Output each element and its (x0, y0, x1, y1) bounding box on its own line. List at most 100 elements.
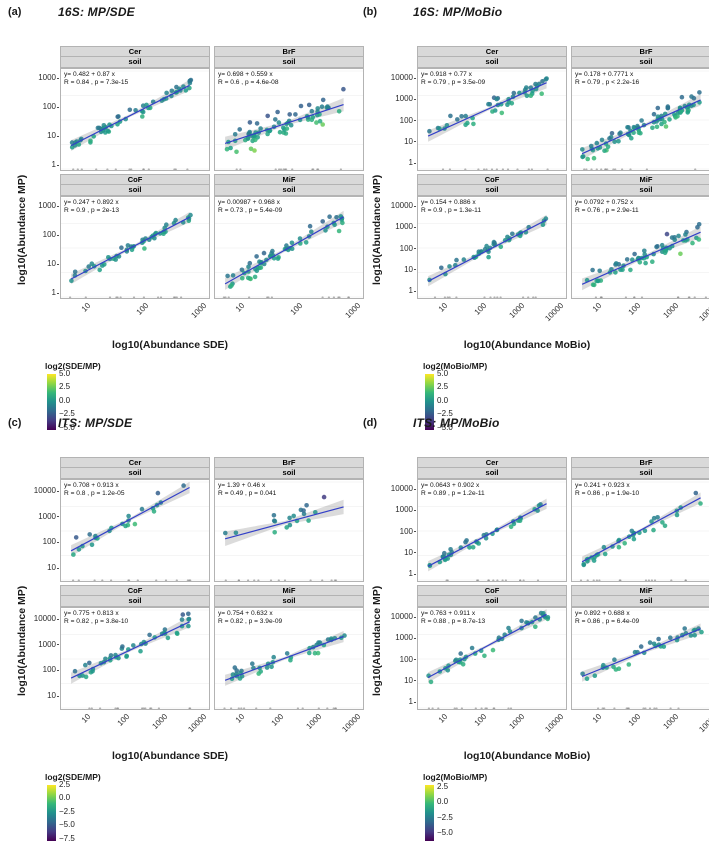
y-axis-tick: 1000 (26, 201, 59, 210)
legend-colorbar (47, 785, 56, 841)
x-axis-tick: 100 (626, 712, 643, 728)
y-axis-tick: 10000 (383, 201, 416, 210)
y-axis-tick: 10 (26, 691, 59, 700)
facet-CoF: CoF soil y= 0.763 + 0.911 x R = 0.88 , p =… (417, 585, 567, 710)
figure-panel-c: (c) ITS: MP/SDE log10(Abundance MP) Cer soil… (0, 411, 364, 843)
legend-tick: 0.0 (437, 797, 449, 807)
x-axis-label: log10(Abundance MoBio) (463, 339, 591, 351)
panel-title: ITS: MP/SDE (58, 416, 133, 430)
facet-CoF: CoF soil y= 0.775 + 0.813 x R = 0.82 , p =… (60, 585, 210, 710)
facet-plot-area: y= 0.154 + 0.886 x R = 0.9 , p = 1.3e-11 (417, 196, 567, 299)
facet-Cer: Cer soil y= 0.918 + 0.77 x R = 0.79 , p = … (417, 46, 567, 171)
legend-tick-list: 5.0 2.5 0.0 −2.5 −5.0 (59, 369, 99, 432)
facet-strip-crop: MiF (571, 174, 709, 185)
panel-tag: (a) (8, 6, 22, 18)
y-axis-tick: 10000 (383, 612, 416, 621)
x-axis-tick: 100 (269, 712, 286, 728)
facet-plot-area: y= 0.698 + 0.559 x R = 0.6 , p = 4.6e-08 (214, 68, 364, 171)
facet-strip-habitat: soil (60, 185, 210, 196)
facet-strip-crop: BrF (214, 457, 364, 468)
facet-annotation: y= 0.763 + 0.911 x R = 0.88 , p = 8.7e-1… (421, 610, 486, 626)
y-axis-tick: 1000 (383, 94, 416, 103)
legend-colorbar (47, 374, 56, 430)
legend-tick: −5.0 (437, 827, 453, 837)
x-axis-tick: 10000 (543, 712, 566, 735)
facet-strip-habitat: soil (60, 468, 210, 479)
facet-annotation: y= 0.241 + 0.923 x R = 0.86 , p = 1.9e-1… (575, 482, 640, 498)
x-axis-tick: 100 (472, 301, 489, 317)
legend-tick: 0.0 (59, 395, 71, 405)
facet-annotation: y= 0.482 + 0.87 x R = 0.84 , p = 7.3e-15 (64, 71, 129, 87)
facet-annotation: y= 0.0792 + 0.752 x R = 0.76 , p = 2.9e-… (575, 199, 639, 215)
panel-title: ITS: MP/MoBio (413, 416, 500, 430)
facet-plot-area: y= 0.00987 + 0.968 x R = 0.73 , p = 5.4e… (214, 196, 364, 299)
color-legend: log2(SDE/MP) 5.0 2.5 0.0 −2.5 −5.0 (45, 361, 101, 432)
facet-strip-habitat: soil (214, 468, 364, 479)
facet-plot-area: y= 0.754 + 0.632 x R = 0.82 , p = 3.9e-0… (214, 607, 364, 710)
y-axis-tick: 100 (383, 116, 416, 125)
legend-colorbar (425, 785, 434, 841)
facet-plot-area: y= 0.482 + 0.87 x R = 0.84 , p = 7.3e-15 (60, 68, 210, 171)
facet-CoF: CoF soil y= 0.247 + 0.892 x R = 0.9 , p = … (60, 174, 210, 299)
y-axis-tick: 1 (383, 286, 416, 295)
facet-strip-habitat: soil (60, 57, 210, 68)
y-axis-tick: 1000 (383, 222, 416, 231)
y-axis-tick: 10 (26, 563, 59, 572)
x-axis-tick: 10000 (697, 301, 709, 324)
facet-strip-habitat: soil (571, 468, 709, 479)
x-axis-tick: 100 (472, 712, 489, 728)
legend-tick: 5.0 (59, 369, 71, 378)
x-axis-tick: 10 (436, 301, 450, 314)
legend-tick: 0.0 (437, 395, 449, 405)
y-axis-tick: 10 (26, 131, 59, 140)
facet-annotation: y= 0.247 + 0.892 x R = 0.9 , p = 2e-13 (64, 199, 119, 215)
facet-annotation: y= 0.698 + 0.559 x R = 0.6 , p = 4.6e-08 (218, 71, 279, 87)
legend-tick: −2.5 (437, 409, 453, 419)
y-axis-label: log10(Abundance MP) (371, 174, 383, 285)
facet-strip-crop: MiF (214, 585, 364, 596)
y-axis-tick: 1 (26, 288, 59, 297)
facet-annotation: y= 0.708 + 0.913 x R = 0.8 , p = 1.2e-05 (64, 482, 125, 498)
y-axis-tick: 1000 (26, 640, 59, 649)
facet-Cer: Cer soil y= 0.708 + 0.913 x R = 0.8 , p = … (60, 457, 210, 582)
y-axis-tick: 10000 (383, 73, 416, 82)
facet-annotation: y= 0.00987 + 0.968 x R = 0.73 , p = 5.4e… (218, 199, 283, 215)
facet-annotation: y= 0.892 + 0.688 x R = 0.86 , p = 6.4e-0… (575, 610, 640, 626)
y-axis-tick: 1 (26, 160, 59, 169)
facet-annotation: y= 0.0643 + 0.902 x R = 0.89 , p = 1.2e-… (421, 482, 485, 498)
facet-plot-area: y= 0.763 + 0.911 x R = 0.88 , p = 8.7e-1… (417, 607, 567, 710)
facet-plot-area: y= 0.247 + 0.892 x R = 0.9 , p = 2e-13 (60, 196, 210, 299)
legend-tick: −5.0 (59, 422, 75, 432)
facet-BrF: BrF soil y= 1.39 + 0.46 x R = 0.49 , p = 0… (214, 457, 364, 582)
y-axis-tick: 10 (383, 265, 416, 274)
x-axis-tick: 10 (590, 712, 604, 725)
facet-strip-habitat: soil (417, 57, 567, 68)
facet-annotation: y= 0.918 + 0.77 x R = 0.79 , p = 3.5e-09 (421, 71, 486, 87)
facet-strip-crop: CoF (60, 585, 210, 596)
y-axis-tick: 1000 (26, 512, 59, 521)
facet-strip-habitat: soil (417, 185, 567, 196)
x-axis-tick: 1000 (150, 712, 170, 731)
panel-tag: (d) (363, 417, 378, 429)
facet-BrF: BrF soil y= 0.698 + 0.559 x R = 0.6 , p = … (214, 46, 364, 171)
legend-colorbar (425, 374, 434, 430)
facet-plot-area: y= 0.241 + 0.923 x R = 0.86 , p = 1.9e-1… (571, 479, 709, 582)
x-axis-tick: 10 (79, 301, 93, 314)
legend-tick-list: 2.5 0.0 −2.5 −5.0 −7.5 (59, 780, 99, 843)
figure-panel-a: (a) 16S: MP/SDE log10(Abundance MP) Cer soil… (0, 0, 364, 432)
panel-title: 16S: MP/MoBio (413, 5, 503, 19)
legend-title: log2(SDE/MP) (45, 772, 101, 782)
facet-strip-crop: MiF (214, 174, 364, 185)
facet-strip-crop: Cer (60, 457, 210, 468)
x-axis-tick: 1000 (189, 301, 209, 320)
facet-strip-crop: MiF (571, 585, 709, 596)
facet-plot-area: y= 0.918 + 0.77 x R = 0.79 , p = 3.5e-09 (417, 68, 567, 171)
facet-MiF: MiF soil y= 0.892 + 0.688 x R = 0.86 , p =… (571, 585, 709, 710)
y-axis-tick: 100 (26, 102, 59, 111)
panel-tag: (b) (363, 6, 378, 18)
color-legend: log2(MoBio/MP) 2.5 0.0 −2.5 −5.0 (423, 772, 487, 841)
facet-strip-habitat: soil (417, 596, 567, 607)
legend-tick: −2.5 (59, 806, 75, 816)
facet-BrF: BrF soil y= 0.241 + 0.923 x R = 0.86 , p =… (571, 457, 709, 582)
facet-strip-crop: BrF (214, 46, 364, 57)
